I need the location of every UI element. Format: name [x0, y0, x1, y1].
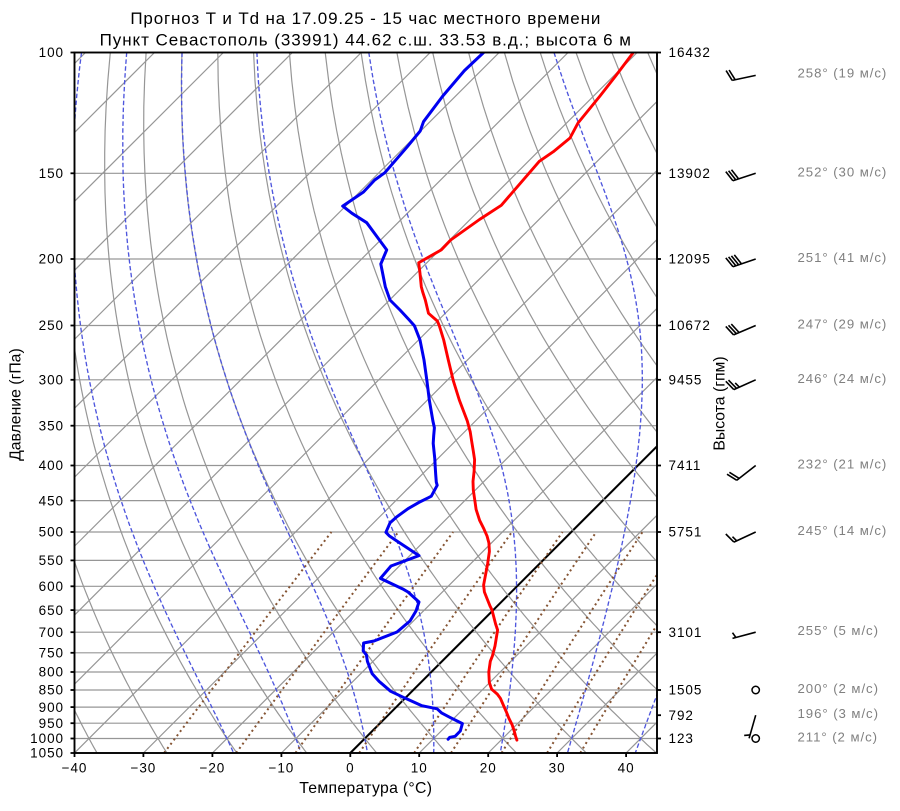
- svg-text:3101: 3101: [669, 625, 703, 640]
- svg-text:150: 150: [39, 166, 64, 181]
- svg-text:251° (41 м/с): 251° (41 м/с): [798, 250, 888, 265]
- svg-text:30: 30: [549, 761, 566, 776]
- svg-text:255° (5 м/с): 255° (5 м/с): [798, 623, 879, 638]
- svg-text:350: 350: [39, 418, 64, 433]
- svg-text:252° (30 м/с): 252° (30 м/с): [798, 164, 888, 179]
- svg-text:12095: 12095: [669, 252, 711, 267]
- svg-text:850: 850: [39, 683, 64, 698]
- svg-text:7411: 7411: [669, 458, 702, 473]
- svg-text:200° (2 м/с): 200° (2 м/с): [798, 681, 879, 696]
- svg-text:0: 0: [346, 761, 354, 776]
- svg-text:1050: 1050: [30, 746, 64, 761]
- svg-text:123: 123: [669, 731, 694, 746]
- svg-text:200: 200: [39, 252, 64, 267]
- svg-text:650: 650: [39, 603, 64, 618]
- svg-text:Прогноз Т и Td на 17.09.25 - 1: Прогноз Т и Td на 17.09.25 - 15 час мест…: [130, 9, 601, 28]
- svg-text:750: 750: [39, 646, 64, 661]
- svg-text:9455: 9455: [669, 373, 703, 388]
- svg-text:245° (14 м/с): 245° (14 м/с): [798, 523, 888, 538]
- svg-text:450: 450: [39, 493, 64, 508]
- svg-text:232° (21 м/с): 232° (21 м/с): [798, 457, 888, 472]
- svg-text:900: 900: [39, 700, 64, 715]
- svg-text:40: 40: [618, 761, 635, 776]
- svg-text:10: 10: [411, 761, 428, 776]
- svg-text:20: 20: [480, 761, 497, 776]
- svg-text:Пункт Севастополь (33991) 44.6: Пункт Севастополь (33991) 44.62 с.ш. 33.…: [100, 30, 632, 49]
- svg-text:400: 400: [39, 458, 64, 473]
- svg-text:792: 792: [669, 708, 694, 723]
- svg-text:211° (2 м/с): 211° (2 м/с): [798, 730, 878, 745]
- svg-text:800: 800: [39, 665, 64, 680]
- svg-text:1505: 1505: [669, 683, 703, 698]
- svg-text:700: 700: [39, 625, 64, 640]
- svg-text:1000: 1000: [30, 731, 64, 746]
- svg-text:13902: 13902: [669, 166, 711, 181]
- svg-text:Давление (гПа): Давление (гПа): [8, 348, 25, 461]
- svg-text:246° (24 м/с): 246° (24 м/с): [798, 371, 888, 386]
- svg-text:5751: 5751: [669, 525, 703, 540]
- svg-text:100: 100: [39, 45, 64, 60]
- svg-text:−20: −20: [200, 761, 226, 776]
- svg-text:600: 600: [39, 579, 64, 594]
- svg-text:196° (3 м/с): 196° (3 м/с): [798, 706, 879, 721]
- svg-text:300: 300: [39, 373, 64, 388]
- svg-text:258° (19 м/с): 258° (19 м/с): [798, 65, 888, 80]
- svg-text:250: 250: [39, 318, 64, 333]
- svg-text:500: 500: [39, 525, 64, 540]
- svg-text:550: 550: [39, 553, 64, 568]
- svg-text:Высота (гпм): Высота (гпм): [712, 356, 729, 450]
- svg-text:10672: 10672: [669, 318, 711, 333]
- svg-text:−40: −40: [62, 761, 88, 776]
- svg-text:−30: −30: [131, 761, 157, 776]
- svg-text:247° (29 м/с): 247° (29 м/с): [798, 317, 888, 332]
- svg-text:Температура (°C): Температура (°C): [299, 780, 432, 797]
- svg-text:950: 950: [39, 716, 64, 731]
- svg-text:16432: 16432: [669, 45, 711, 60]
- svg-text:−10: −10: [269, 761, 295, 776]
